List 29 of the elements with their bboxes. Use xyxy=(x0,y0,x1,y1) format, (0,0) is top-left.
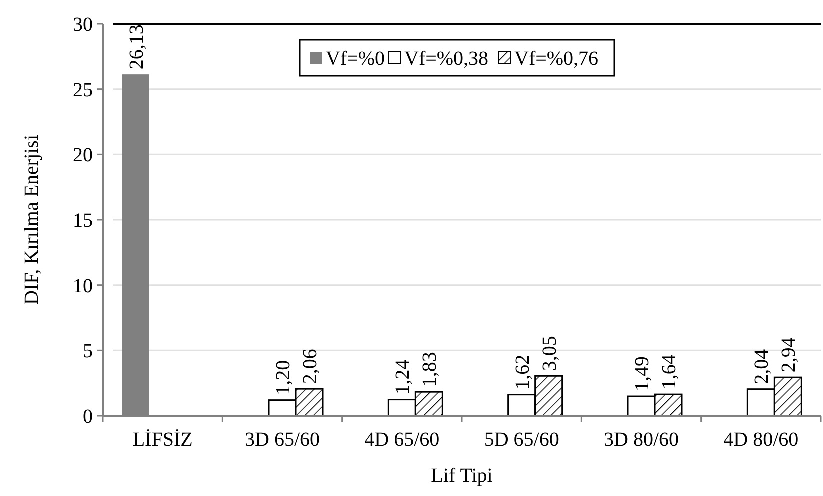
data-label: 2,04 xyxy=(751,349,774,384)
x-tick-label: 4D 80/60 xyxy=(724,429,799,451)
data-label: 1,24 xyxy=(392,360,414,395)
y-tick-label: 15 xyxy=(73,210,93,232)
y-tick-label: 10 xyxy=(73,275,93,298)
y-tick-label: 5 xyxy=(83,340,93,363)
y-axis-title: DIF, Kırılma Enerjisi xyxy=(21,134,43,306)
data-label: 1,20 xyxy=(272,360,294,396)
x-axis-title: Lif Tipi xyxy=(431,465,494,487)
x-tick-label: 3D 80/60 xyxy=(604,429,679,451)
y-tick-label: 30 xyxy=(73,14,93,36)
legend-label: Vf=%0,76 xyxy=(514,48,599,70)
legend-label: Vf=%0 xyxy=(326,48,386,70)
data-label: 26,13 xyxy=(126,24,148,70)
data-label: 2,06 xyxy=(300,349,322,384)
y-tick-label: 20 xyxy=(73,144,93,167)
data-label: 1,49 xyxy=(632,356,654,392)
data-label: 2,94 xyxy=(778,338,800,373)
data-label: 1,83 xyxy=(419,352,442,388)
data-label: 3,05 xyxy=(538,336,561,372)
y-tick-label: 0 xyxy=(83,406,93,428)
x-tick-label: 4D 65/60 xyxy=(364,429,440,451)
x-tick-label: 5D 65/60 xyxy=(484,429,560,451)
data-label: 1,62 xyxy=(512,354,534,390)
legend-label: Vf=%0,38 xyxy=(404,48,489,70)
y-tick-label: 25 xyxy=(73,79,93,102)
data-label: 1,64 xyxy=(658,354,680,390)
x-tick-label: LİFSİZ xyxy=(132,429,193,451)
x-tick-label: 3D 65/60 xyxy=(245,429,320,451)
